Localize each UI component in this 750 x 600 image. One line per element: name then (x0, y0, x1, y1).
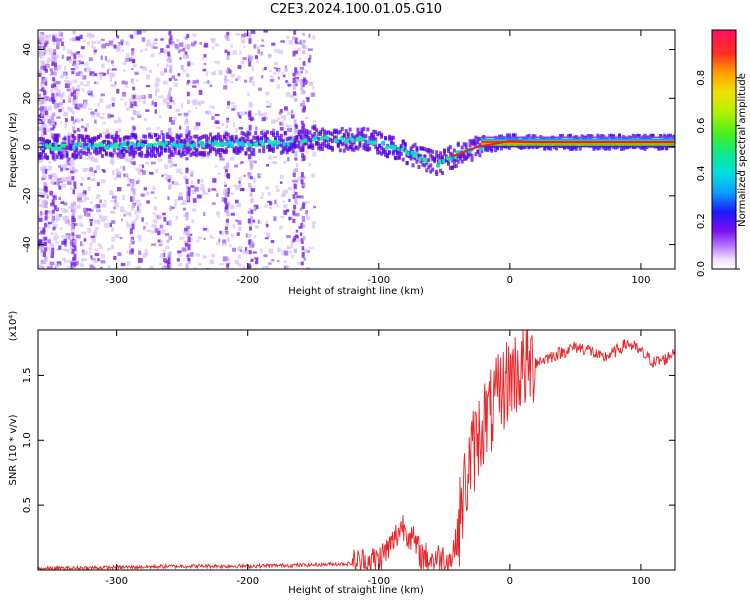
spectrogram-plot-area (38, 30, 675, 269)
snr-x-ticks: -300 -200 -100 0 100 (105, 330, 650, 587)
spectrogram-y-ticks: -40 -20 0 20 40 (22, 43, 675, 253)
y-tick-label: -20 (22, 188, 33, 204)
y-tick-label: 40 (22, 43, 33, 56)
colorbar-tick-label: 0.6 (696, 118, 707, 134)
snr-plot-area (38, 330, 675, 570)
snr-x-label: Height of straight line (km) (288, 585, 424, 596)
y-tick-label: -40 (22, 236, 33, 252)
spectrogram-frame (37, 29, 676, 270)
colorbar: 0.0 0.2 0.4 0.6 0.8 Normalized spectral ampl… (696, 29, 748, 277)
y-tick-label: 0.5 (22, 497, 33, 513)
figure-title: C2E3.2024.100.01.05.G10 (269, 2, 443, 17)
colorbar-tick-label: 0.4 (696, 165, 707, 181)
colorbar-ticks: 0.0 0.2 0.4 0.6 0.8 (696, 70, 740, 277)
snr-y-ticks: 0.5 1.0 1.5 (22, 367, 675, 513)
spectrogram-x-label: Height of straight line (km) (288, 286, 424, 297)
y-tick-label: 1.5 (22, 367, 33, 383)
x-tick-label: -300 (105, 275, 128, 286)
snr-y-multiplier: (x10⁴) (8, 311, 19, 342)
snr-frame (37, 329, 676, 571)
spectrogram-steady-lines (450, 136, 675, 158)
y-tick-label: 20 (22, 92, 33, 105)
spectrogram-y-label: Frequency (Hz) (8, 112, 19, 188)
colorbar-tick-label: 0.2 (696, 213, 707, 229)
colorbar-tick-label: 0.8 (696, 70, 707, 86)
x-tick-label: 100 (631, 275, 650, 286)
colorbar-tick-label: 0.0 (696, 261, 707, 277)
x-tick-label: -100 (367, 576, 390, 587)
x-tick-label: -300 (105, 576, 128, 587)
colorbar-gradient (711, 29, 737, 270)
x-tick-label: -100 (367, 275, 390, 286)
x-tick-label: 0 (507, 576, 513, 587)
y-tick-label: 1.0 (22, 432, 33, 448)
spectrogram-streaks (41, 30, 307, 269)
spectrogram-x-ticks: -300 -200 -100 0 100 (105, 30, 650, 286)
x-tick-label: 100 (631, 576, 650, 587)
snr-series-line (38, 330, 675, 570)
snr-y-label: SNR (10 * v/v) (8, 414, 19, 485)
y-tick-label: 0 (22, 144, 33, 150)
snr-panel: -300 -200 -100 0 100 0.5 1.0 1.5 Height of str… (8, 311, 676, 596)
x-tick-label: 0 (507, 275, 513, 286)
x-tick-label: -200 (236, 275, 259, 286)
colorbar-label: Normalized spectral amplitude (737, 73, 748, 227)
x-tick-label: -200 (236, 576, 259, 587)
